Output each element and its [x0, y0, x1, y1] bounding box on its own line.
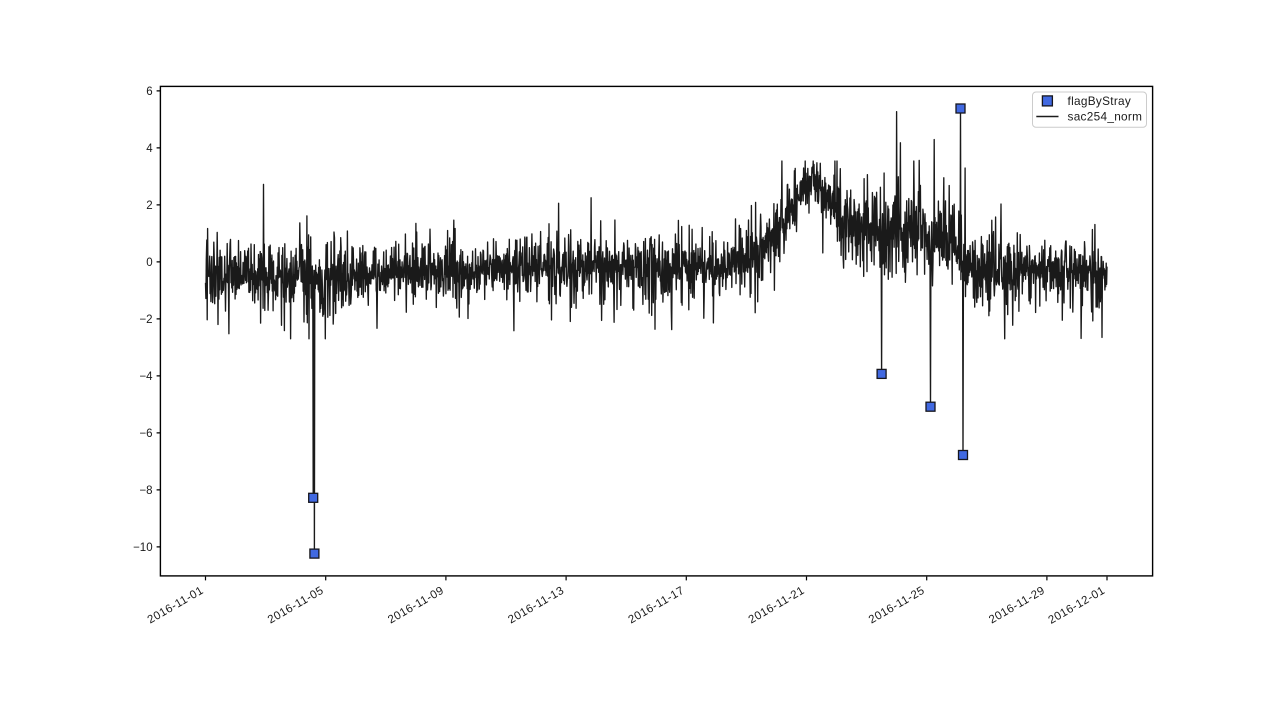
svg-text:−6: −6	[139, 428, 152, 440]
svg-text:−2: −2	[139, 314, 152, 326]
svg-text:2: 2	[146, 200, 152, 212]
svg-text:−10: −10	[133, 542, 153, 554]
svg-text:6: 6	[146, 86, 152, 98]
svg-text:4: 4	[146, 143, 153, 155]
svg-text:−8: −8	[139, 485, 152, 497]
svg-text:sac254_norm: sac254_norm	[1068, 110, 1143, 124]
svg-text:0: 0	[146, 257, 152, 269]
svg-text:flagByStray: flagByStray	[1068, 94, 1132, 108]
svg-text:−4: −4	[139, 371, 153, 383]
